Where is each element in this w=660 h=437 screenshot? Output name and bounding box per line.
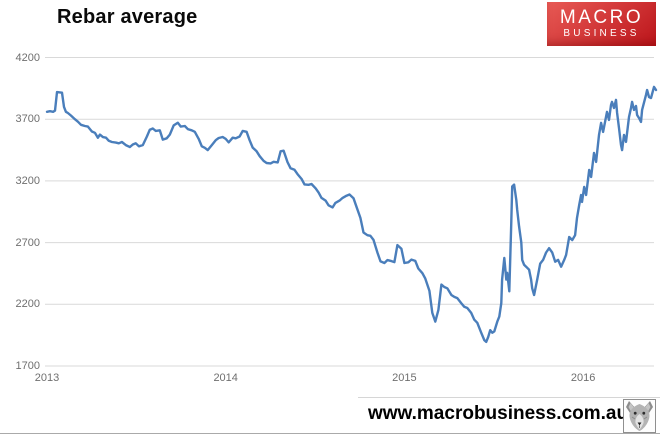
website-url: www.macrobusiness.com.au — [368, 403, 629, 424]
bottom-border — [0, 433, 660, 434]
wolf-head-icon — [623, 399, 656, 433]
y-tick-label: 4200 — [15, 51, 40, 64]
footer-divider — [358, 397, 660, 398]
x-tick-label: 2013 — [34, 372, 60, 384]
y-tick-label: 1700 — [15, 360, 40, 372]
x-tick-label: 2015 — [392, 372, 417, 384]
macrobusiness-logo: MACRO BUSINESS — [547, 2, 656, 46]
x-tick-label: 2016 — [570, 372, 596, 384]
line-chart — [45, 57, 658, 367]
y-tick-label: 3700 — [15, 113, 40, 126]
logo-text-macro: MACRO — [559, 7, 644, 28]
data-series-line — [45, 85, 658, 344]
y-tick-label: 3200 — [15, 174, 40, 187]
x-tick-label: 2014 — [213, 372, 238, 384]
logo-text-business: BUSINESS — [563, 28, 640, 39]
y-tick-label: 2200 — [15, 298, 40, 311]
chart-title: Rebar average — [57, 6, 198, 28]
y-tick-label: 2700 — [15, 236, 40, 249]
